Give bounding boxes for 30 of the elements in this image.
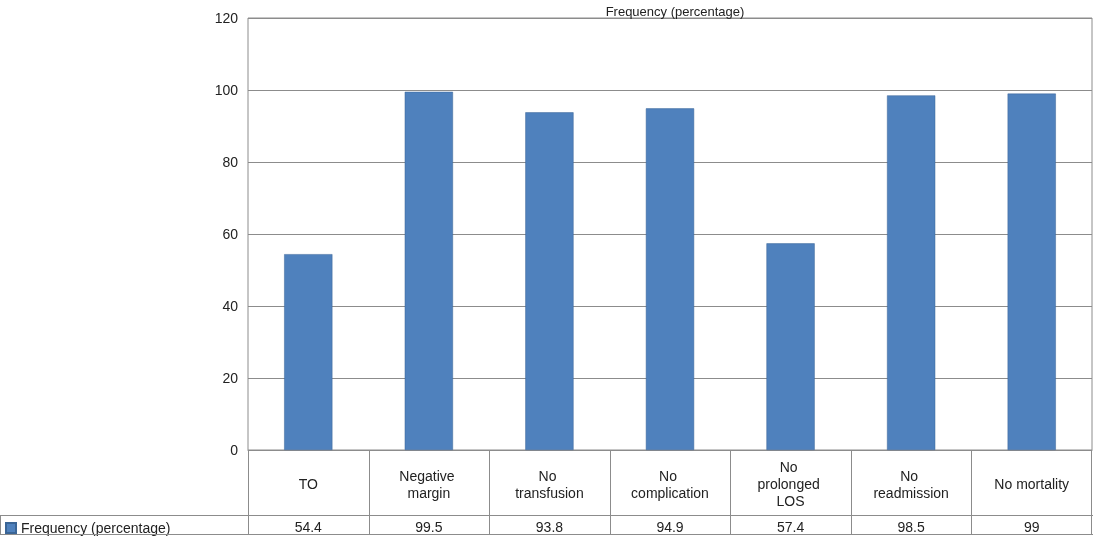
- data-label: 99.5: [415, 519, 443, 535]
- y-tick-label: 100: [214, 82, 239, 98]
- x-tick-label: Negative margin: [399, 467, 459, 501]
- bar: [404, 91, 453, 450]
- bar: [766, 243, 815, 450]
- x-tick-label: TO: [298, 476, 318, 492]
- bar: [525, 112, 574, 450]
- y-tick-label: 60: [222, 226, 239, 242]
- legend-label: Frequency (percentage): [21, 520, 171, 536]
- data-label: 93.8: [535, 519, 564, 535]
- bar: [284, 254, 333, 450]
- data-label: 98.5: [897, 519, 925, 535]
- bar: [645, 108, 695, 450]
- y-tick-label: 40: [222, 298, 239, 314]
- data-label: 94.9: [656, 519, 684, 535]
- y-tick-label: 20: [222, 370, 239, 386]
- y-tick-label: 0: [230, 442, 239, 458]
- bar: [887, 95, 936, 450]
- y-tick-label: 120: [214, 10, 239, 26]
- x-tick-label: No prolonged LOS: [757, 459, 824, 509]
- bar: [1007, 93, 1056, 450]
- y-tick-label: 80: [222, 154, 239, 170]
- x-tick-label: No readmission: [873, 467, 949, 501]
- chart-title: Frequency (percentage): [605, 4, 745, 19]
- data-label: 99: [1023, 519, 1040, 535]
- data-label: 54.4: [294, 519, 323, 535]
- x-tick-label: No complication: [631, 467, 709, 501]
- x-tick-label: No transfusion: [515, 467, 584, 501]
- data-label: 57.4: [776, 519, 805, 535]
- x-tick-label: No mortality: [994, 476, 1070, 492]
